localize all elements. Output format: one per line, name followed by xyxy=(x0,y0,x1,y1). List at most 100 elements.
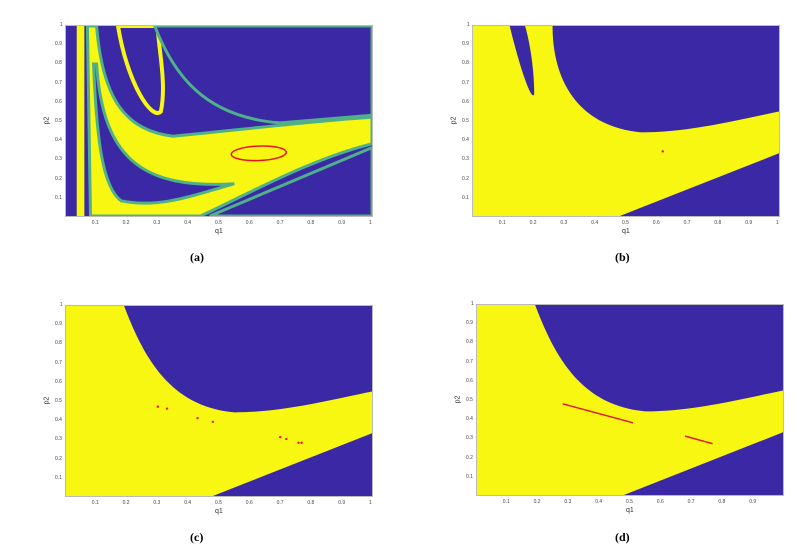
y-axis-label: p2 xyxy=(43,396,51,405)
y-tick-label: 0.1 xyxy=(462,194,469,201)
x-tick-label: 0.4 xyxy=(591,220,599,226)
x-tick-label: 0.1 xyxy=(502,499,510,505)
x-tick-label: 0.5 xyxy=(215,220,222,226)
x-tick-label: 0.7 xyxy=(683,220,691,226)
y-tick-label: 1 xyxy=(467,22,470,28)
y-tick-label: 0.5 xyxy=(55,398,62,404)
x-tick-label: 0.1 xyxy=(91,500,99,506)
y-tick-label: 0.9 xyxy=(462,41,469,48)
y-tick-label: 1 xyxy=(60,22,63,28)
plot-area xyxy=(65,25,373,217)
x-tick-label: 0.5 xyxy=(626,499,633,505)
y-axis-label: p2 xyxy=(43,116,51,125)
x-tick-label: 1 xyxy=(369,220,372,226)
basin-blue-lower xyxy=(623,432,783,495)
x-tick-label: 0.3 xyxy=(560,220,568,226)
x-tick-label: 0.2 xyxy=(529,220,537,226)
x-tick-label: 0.9 xyxy=(745,220,753,226)
basin-blue-upper xyxy=(124,306,372,413)
basin-blue-lower-lobe xyxy=(94,64,235,203)
x-tick-label: 0.2 xyxy=(533,499,541,505)
y-tick-label: 0.9 xyxy=(466,320,473,327)
plot-area xyxy=(476,304,784,496)
basin-blue-left-strip xyxy=(66,26,77,216)
x-tick-label: 0.4 xyxy=(184,220,192,226)
panel-label: (b) xyxy=(615,250,630,264)
x-tick-label: 0.4 xyxy=(595,499,603,505)
basin-blue-lower-right xyxy=(210,148,372,216)
x-tick-label: 0.3 xyxy=(153,220,161,226)
y-tick-label: 0.6 xyxy=(55,378,62,385)
y-tick-label: 0.1 xyxy=(55,474,62,481)
y-tick-label: 0.8 xyxy=(462,60,469,67)
orbit-segment xyxy=(563,404,633,423)
y-tick-label: 0.5 xyxy=(462,118,469,124)
orbit-point xyxy=(156,405,160,408)
panel-label: (d) xyxy=(615,530,630,544)
x-tick-label: 1 xyxy=(369,500,372,506)
x-axis-label: q1 xyxy=(215,228,223,235)
x-tick-label: 0.8 xyxy=(714,220,722,226)
y-tick-label: 0.8 xyxy=(55,340,62,347)
x-tick-label: 0.8 xyxy=(307,500,315,506)
x-tick-label: 0.6 xyxy=(245,220,253,226)
orbit-segment xyxy=(685,436,713,444)
x-tick-label: 0.9 xyxy=(338,220,346,226)
x-tick-label: 0.9 xyxy=(338,500,346,506)
y-axis-label: p2 xyxy=(450,116,458,125)
basin-blue-upper xyxy=(552,26,779,133)
x-tick-label: 0.8 xyxy=(307,220,315,226)
plot-area xyxy=(472,25,780,217)
y-tick-label: 0.9 xyxy=(55,321,62,328)
y-tick-label: 0.7 xyxy=(55,359,62,366)
y-tick-label: 0.3 xyxy=(55,436,62,443)
x-tick-label: 0.7 xyxy=(276,500,284,506)
x-tick-label: 0.6 xyxy=(245,500,253,506)
x-axis-label: q1 xyxy=(215,508,223,515)
periodic-orbit-curve xyxy=(230,145,287,162)
y-tick-label: 0.7 xyxy=(462,79,469,86)
y-tick-label: 0.5 xyxy=(55,118,62,124)
y-tick-label: 0.4 xyxy=(55,137,62,144)
y-tick-label: 0.6 xyxy=(462,98,469,105)
y-tick-label: 0.4 xyxy=(466,416,473,423)
orbit-point xyxy=(165,407,169,410)
y-axis-label: p2 xyxy=(454,395,462,404)
basin-yellow-channel xyxy=(87,26,372,216)
x-tick-label: 0.2 xyxy=(122,500,130,506)
x-tick-label: 0.1 xyxy=(91,220,99,226)
x-tick-label: 0.8 xyxy=(718,499,726,505)
y-tick-label: 0.3 xyxy=(466,435,473,442)
y-tick-label: 0.5 xyxy=(466,397,473,403)
x-tick-label: 1 xyxy=(776,220,779,226)
x-axis-label: q1 xyxy=(622,228,630,235)
y-tick-label: 1 xyxy=(471,301,474,307)
y-tick-label: 0.1 xyxy=(55,194,62,201)
x-tick-label: 0.7 xyxy=(687,499,695,505)
x-tick-label: 0.2 xyxy=(122,220,130,226)
x-tick-label: 0.6 xyxy=(652,220,660,226)
y-tick-label: 0.2 xyxy=(55,175,62,182)
basin-yellow-left-strip xyxy=(76,26,85,216)
x-tick-label: 0.7 xyxy=(276,220,284,226)
y-tick-label: 1 xyxy=(60,302,63,308)
y-tick-label: 0.6 xyxy=(55,98,62,105)
y-tick-label: 0.7 xyxy=(55,79,62,86)
y-tick-label: 0.1 xyxy=(466,473,473,480)
y-tick-label: 0.2 xyxy=(466,454,473,461)
x-tick-label: 0.9 xyxy=(749,499,757,505)
x-tick-label: 0.6 xyxy=(656,499,664,505)
basin-blue-lower xyxy=(212,433,372,496)
y-tick-label: 0.7 xyxy=(466,358,473,365)
x-tick-label: 0.1 xyxy=(498,220,506,226)
plot-area xyxy=(65,305,373,497)
orbit-point xyxy=(211,420,215,424)
y-tick-label: 0.2 xyxy=(462,175,469,182)
orbit-point xyxy=(661,150,664,153)
y-tick-label: 0.8 xyxy=(466,339,473,346)
panel-label: (c) xyxy=(190,530,204,544)
basin-blue-lower xyxy=(619,153,779,216)
orbit-point xyxy=(196,416,199,420)
basin-blue-upper-right xyxy=(155,26,372,123)
y-tick-label: 0.3 xyxy=(462,156,469,163)
